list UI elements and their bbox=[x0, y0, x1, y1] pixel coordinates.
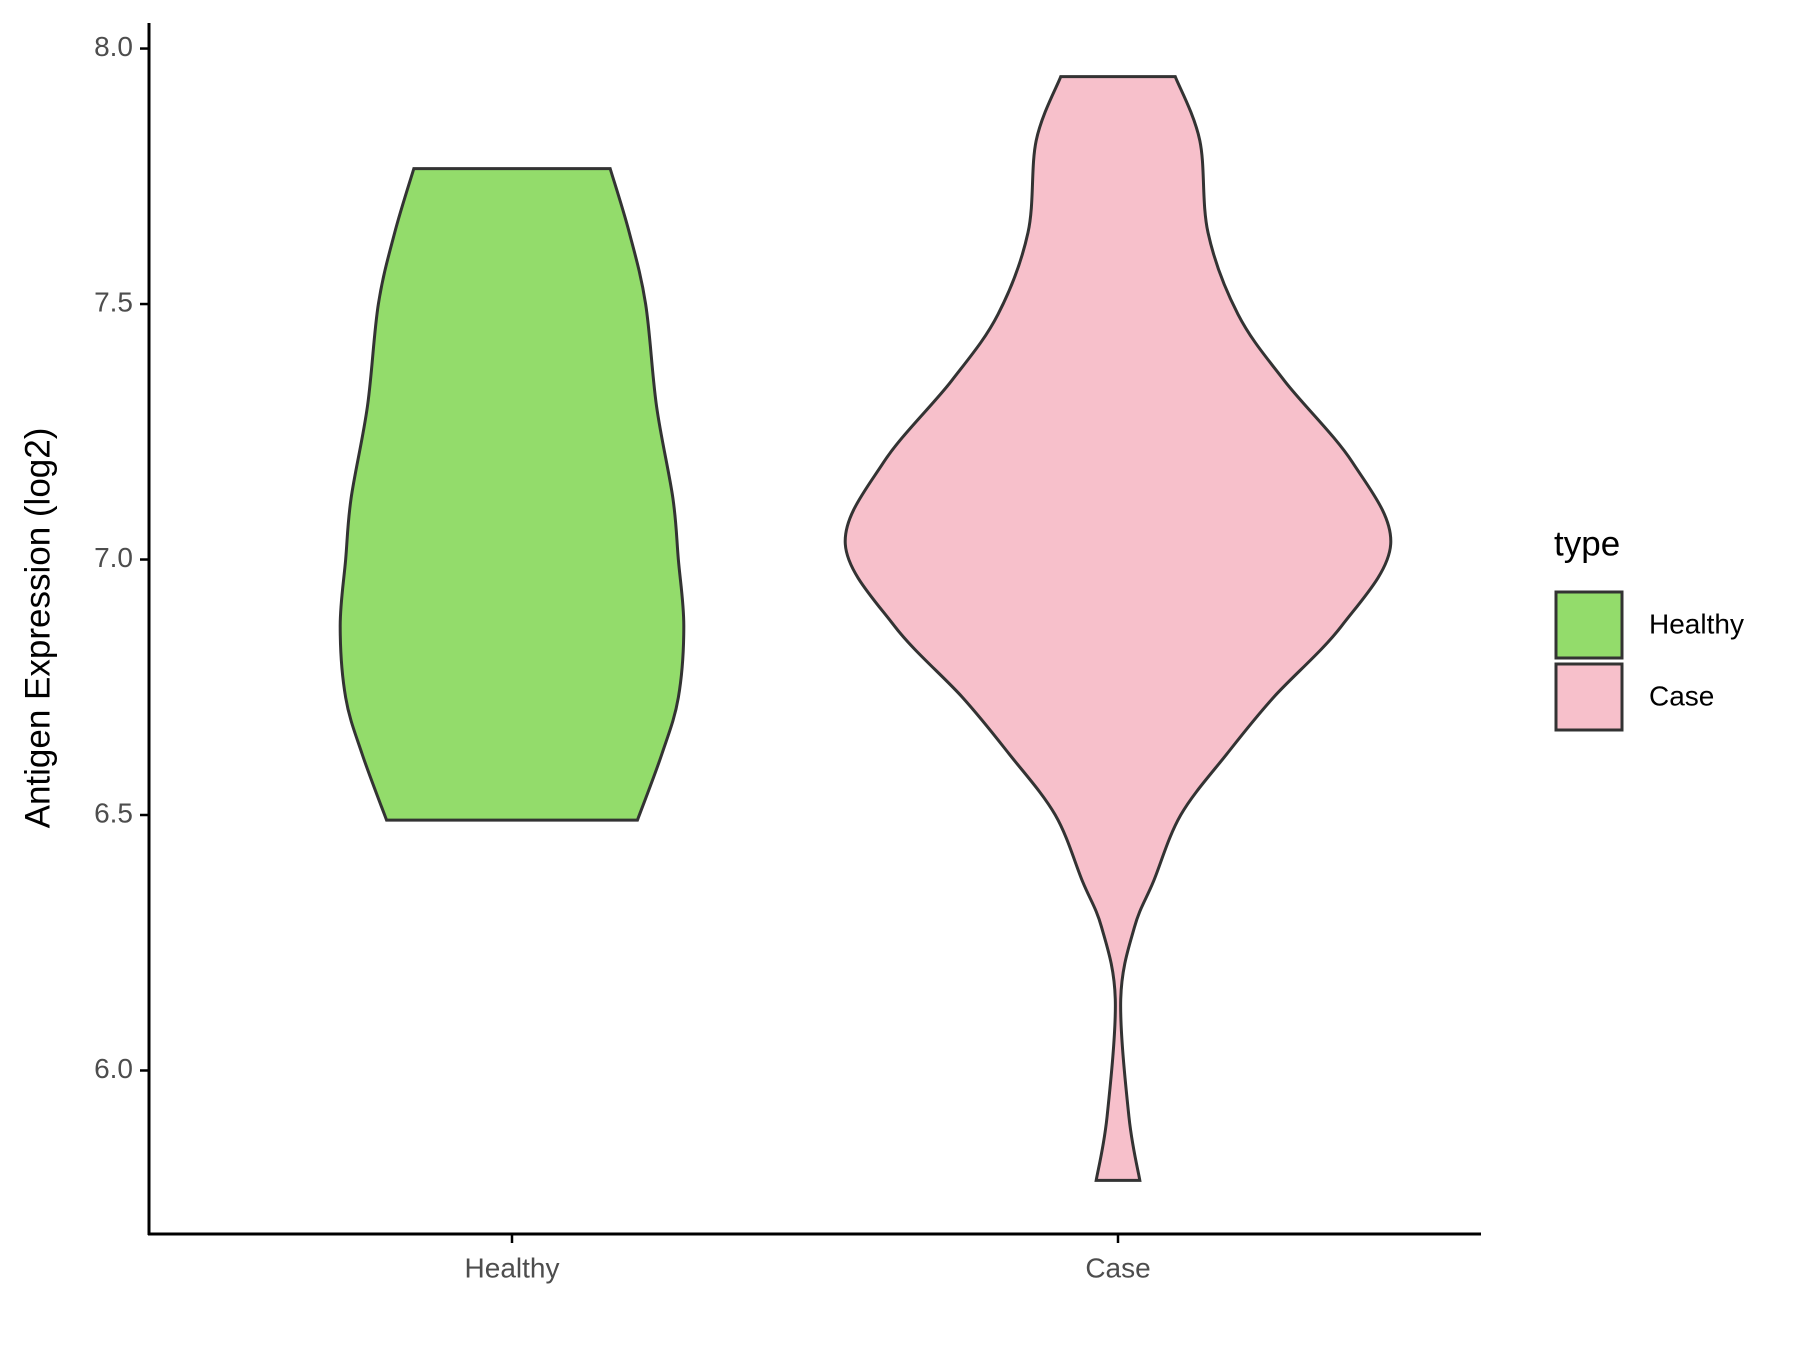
legend-swatch bbox=[1554, 662, 1624, 732]
x-tick-label: Healthy bbox=[465, 1252, 560, 1283]
y-tick-label: 8.0 bbox=[94, 31, 133, 62]
y-tick-label: 6.5 bbox=[94, 797, 133, 828]
y-tick-label: 6.0 bbox=[94, 1053, 133, 1084]
violin bbox=[338, 167, 686, 822]
y-tick-label: 7.0 bbox=[94, 542, 133, 573]
y-tick-label: 7.5 bbox=[94, 286, 133, 317]
x-tick-label: Case bbox=[1085, 1252, 1150, 1283]
legend-label: Case bbox=[1649, 680, 1714, 711]
y-axis-title: Antigen Expression (log2) bbox=[18, 428, 57, 829]
legend-swatch bbox=[1554, 590, 1624, 660]
legend-label: Healthy bbox=[1649, 608, 1744, 639]
legend-title: type bbox=[1554, 524, 1620, 563]
violin bbox=[843, 75, 1393, 1182]
